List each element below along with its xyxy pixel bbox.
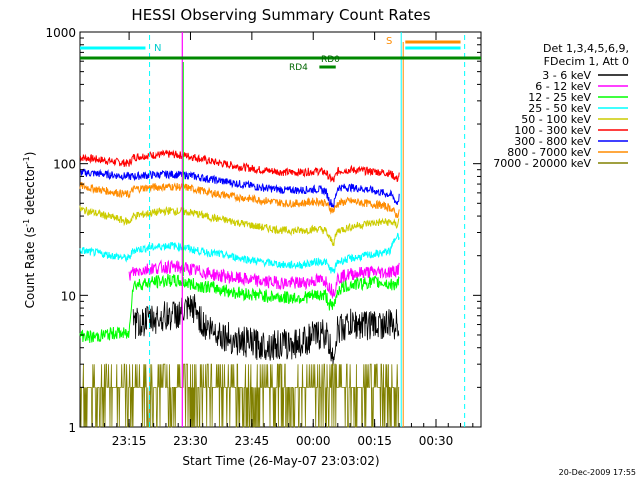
- x-axis-ticks: 23:15 23:30 23:45 00:00 00:15 00:30: [79, 32, 474, 448]
- y-label-main: Count Rate (s: [23, 227, 37, 309]
- marker-layer: [80, 32, 481, 427]
- series-line: [79, 168, 400, 208]
- legend-label: 300 - 800 keV: [514, 135, 591, 148]
- y-label-mid: detector: [23, 164, 37, 219]
- series-line: [79, 205, 400, 247]
- flag-s-label: S: [386, 36, 392, 47]
- svg-text:Count Rate (s-1 detector-1): Count Rate (s-1 detector-1): [22, 152, 37, 309]
- legend-label: 25 - 50 keV: [528, 102, 591, 115]
- legend: Det 1,3,4,5,6,9, FDecim 1, Att 0 3 - 6 k…: [493, 42, 629, 170]
- y-label-end: ): [23, 152, 37, 157]
- legend-label: 100 - 300 keV: [514, 124, 591, 137]
- y-label-sup1: -1: [22, 219, 31, 227]
- series-line: [79, 232, 400, 274]
- x-tick-label: 00:00: [296, 434, 331, 448]
- legend-label: 6 - 12 keV: [535, 80, 591, 93]
- flag-rd4-label: RD4: [289, 63, 308, 73]
- x-tick-label: 23:30: [173, 434, 208, 448]
- y-axis-label: Count Rate (s-1 detector-1): [22, 152, 37, 309]
- series-line: [80, 363, 400, 428]
- series-line: [79, 149, 400, 183]
- series-line: [79, 274, 400, 344]
- legend-label: 3 - 6 keV: [542, 69, 591, 82]
- x-tick-label: 00:30: [419, 434, 454, 448]
- y-axis-ticks: 1 10 100 1000: [45, 26, 481, 435]
- series-layer: [79, 149, 400, 428]
- x-tick-label: 23:45: [235, 434, 270, 448]
- y-tick-label: 1000: [45, 26, 76, 40]
- flag-rd0-label: RD0: [321, 55, 340, 65]
- y-tick-label: 100: [53, 158, 76, 172]
- legend-label: 7000 - 20000 keV: [493, 157, 591, 170]
- series-line: [79, 182, 400, 219]
- legend-header-1: Det 1,3,4,5,6,9,: [543, 42, 629, 55]
- chart-title: HESSI Observing Summary Count Rates: [131, 6, 430, 24]
- y-tick-label: 1: [68, 421, 76, 435]
- series-line: [128, 259, 400, 300]
- y-tick-label: 10: [61, 289, 76, 303]
- x-tick-label: 00:15: [357, 434, 392, 448]
- series-line: [132, 294, 400, 366]
- flag-n-label: N: [154, 43, 161, 54]
- legend-label: 12 - 25 keV: [528, 91, 591, 104]
- legend-header-2: FDecim 1, Att 0: [544, 55, 629, 68]
- y-label-sup2: -1: [22, 156, 31, 164]
- plot-frame: [79, 31, 482, 428]
- legend-label: 50 - 100 keV: [521, 113, 591, 126]
- legend-label: 800 - 7000 keV: [507, 146, 591, 159]
- footer-timestamp: 20-Dec-2009 17:55: [559, 468, 636, 477]
- x-axis-label: Start Time (26-May-07 23:03:02): [182, 454, 379, 468]
- x-tick-label: 23:15: [112, 434, 147, 448]
